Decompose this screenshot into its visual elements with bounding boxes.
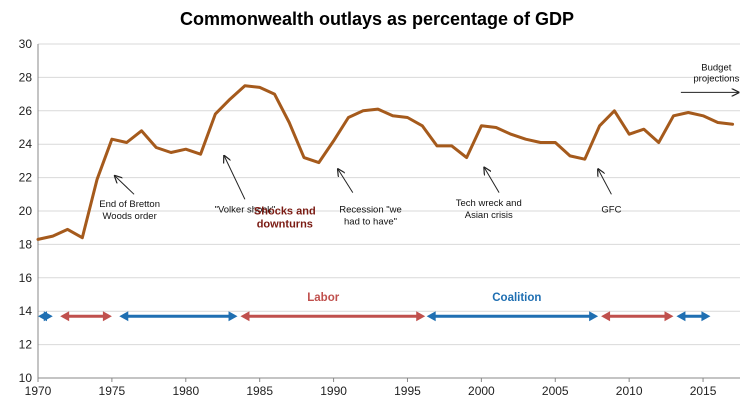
y-tick-label: 20 xyxy=(19,204,33,218)
government-arrow-coalition xyxy=(119,311,238,322)
annotation-text: GFC xyxy=(601,205,621,216)
arrow-head-right xyxy=(664,311,674,322)
period-label-labor: Labor xyxy=(307,292,339,304)
axes xyxy=(37,44,740,382)
annotation-text: had to have" xyxy=(344,217,397,228)
annotation-arrow xyxy=(598,169,612,195)
y-tick-label: 30 xyxy=(19,37,33,51)
y-tick-label: 12 xyxy=(19,338,33,352)
arrow-head-right xyxy=(102,311,112,322)
y-tick-label: 24 xyxy=(19,137,33,151)
x-tick-label: 1990 xyxy=(320,384,347,398)
arrow-head-left xyxy=(60,311,70,322)
y-axis-ticks: 10 12 14 16 18 20 22 24 26 28 30 xyxy=(19,37,33,385)
x-tick-label: 2015 xyxy=(690,384,717,398)
annotation-arrow xyxy=(484,168,500,193)
annotation-arrow xyxy=(115,176,135,195)
x-tick-label: 1980 xyxy=(172,384,199,398)
chart-title: Commonwealth outlays as percentage of GD… xyxy=(180,9,574,29)
annotation-text: Woods order xyxy=(103,211,157,222)
outlays-line xyxy=(36,84,735,241)
y-tick-label: 22 xyxy=(19,171,33,185)
x-tick-label: 1970 xyxy=(25,384,52,398)
series-outlays xyxy=(36,84,735,241)
budget-projections-label: projections xyxy=(693,74,739,85)
government-arrow-coalition xyxy=(426,311,599,322)
shocks-label: Shocks and xyxy=(254,205,316,217)
arrow-head-left xyxy=(119,311,129,322)
government-arrow-labor xyxy=(240,311,426,322)
arrow-head-left xyxy=(240,311,250,322)
annotation-text: Recession "we xyxy=(339,205,402,216)
arrow-head-left xyxy=(426,311,436,322)
annotation-text: "Volker shock" xyxy=(215,205,276,216)
grid-lines xyxy=(38,43,740,346)
shocks-label: downturns xyxy=(257,218,313,230)
arrow-head-right xyxy=(228,311,238,322)
arrow-head-left xyxy=(601,311,611,322)
annotation-text: End of Bretton xyxy=(99,199,160,210)
arrow-head-right xyxy=(589,311,599,322)
period-label-coalition: Coalition xyxy=(492,292,541,304)
arrow-head-right xyxy=(43,311,53,322)
y-tick-label: 14 xyxy=(19,304,33,318)
annotation-arrow xyxy=(224,156,246,200)
x-tick-label: 2000 xyxy=(468,384,495,398)
annotation-arrow xyxy=(338,169,354,193)
annotation-text: Tech wreck and xyxy=(456,198,522,209)
x-tick-label: 1985 xyxy=(246,384,273,398)
government-periods: Labor Coalition xyxy=(38,292,711,322)
x-tick-label: 2010 xyxy=(616,384,643,398)
arrow-head-right xyxy=(416,311,426,322)
annotation-gfc: GFC xyxy=(598,169,622,216)
x-tick-label: 1995 xyxy=(394,384,421,398)
government-arrow-labor xyxy=(60,311,112,322)
x-tick-label: 2005 xyxy=(542,384,569,398)
y-tick-label: 16 xyxy=(19,271,33,285)
annotation-volker: "Volker shock" xyxy=(215,156,276,216)
y-tick-label: 10 xyxy=(19,371,33,385)
arrow-head-left xyxy=(676,311,686,322)
government-arrow-labor xyxy=(601,311,674,322)
y-tick-label: 28 xyxy=(19,70,33,84)
government-arrow-coalition xyxy=(676,311,711,322)
government-arrow-coalition xyxy=(38,311,53,322)
budget-projections-label: Budget xyxy=(701,63,731,74)
x-axis-ticks: 1970 1975 1980 1985 1990 1995 2000 2005 2010 2015 xyxy=(25,384,717,398)
annotation-text: Asian crisis xyxy=(465,210,513,221)
y-tick-label: 18 xyxy=(19,237,33,251)
y-tick-label: 26 xyxy=(19,104,33,118)
arrow-head-right xyxy=(701,311,711,322)
x-tick-label: 1975 xyxy=(99,384,126,398)
